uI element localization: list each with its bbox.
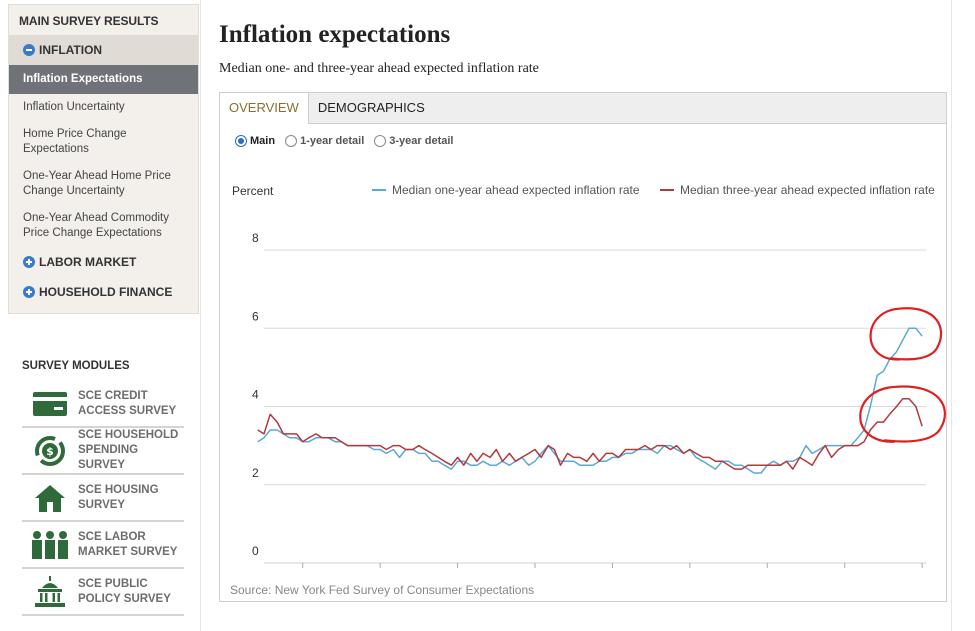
radio-label: 1-year detail: [300, 135, 365, 147]
x-tick-label: 2019: [678, 572, 702, 573]
three-year-annotation-circle: [859, 385, 946, 443]
nav-section-label: INFLATION: [39, 43, 103, 57]
radio-1-year-detail[interactable]: 1-year detail: [285, 135, 364, 147]
y-tick-label: 2: [252, 466, 259, 480]
x-tick-label: 2014: [290, 572, 314, 573]
legend-label: Median one-year ahead expected inflation…: [392, 183, 640, 197]
module-label: SCE PUBLIC POLICY SURVEY: [78, 577, 171, 605]
dollar-cycle-icon: $: [22, 431, 78, 471]
radio-indicator: [374, 135, 387, 147]
radio-indicator: [235, 135, 247, 147]
module-credit-access[interactable]: SCE CREDIT ACCESS SURVEY: [22, 381, 184, 428]
nav-section-labor-market[interactable]: LABOR MARKET: [9, 247, 198, 277]
page-title: Inflation expectations: [219, 21, 451, 48]
main-survey-nav: MAIN SURVEY RESULTS INFLATION Inflation …: [8, 4, 199, 314]
chart-legend: Median one-year ahead expected inflation…: [372, 183, 935, 197]
nav-section-inflation[interactable]: INFLATION: [9, 35, 198, 65]
nav-section-label: LABOR MARKET: [39, 255, 137, 269]
chart-panel: OVERVIEW DEMOGRAPHICS Main 1-year detail…: [219, 92, 947, 602]
credit-card-icon: [22, 384, 78, 424]
x-tick-label: 2017: [523, 572, 547, 573]
module-label: SCE HOUSEHOLD SPENDING SURVEY: [78, 429, 179, 471]
view-radio-group: Main 1-year detail 3-year detail: [235, 135, 453, 147]
y-tick-label: 0: [252, 544, 259, 558]
nav-header: MAIN SURVEY RESULTS: [19, 14, 159, 28]
x-tick-label: 2018: [600, 572, 624, 573]
legend-label: Median three-year ahead expected inflati…: [680, 183, 935, 197]
nav-item-home-price-change-expectations[interactable]: Home Price Change Expectations: [23, 128, 127, 155]
x-tick-label: 2016: [445, 572, 469, 573]
tab-overview[interactable]: OVERVIEW: [220, 93, 309, 124]
minus-circle-icon: [23, 44, 35, 56]
x-tick-label: 2020: [755, 572, 779, 573]
chart-lines: [257, 327, 923, 474]
one-year-annotation-circle: [869, 307, 943, 361]
workers-icon: [22, 525, 78, 565]
nav-item-inflation-uncertainty[interactable]: Inflation Uncertainty: [23, 101, 125, 113]
y-tick-label: 8: [252, 231, 259, 245]
plus-circle-icon: [23, 286, 35, 298]
nav-section-label: HOUSEHOLD FINANCE: [39, 285, 173, 299]
one-year-expectation-line: [257, 327, 923, 474]
nav-item-home-price-change-uncertainty[interactable]: One-Year Ahead Home Price Change Uncerta…: [23, 170, 171, 197]
chart-source: Source: New York Fed Survey of Consumer …: [230, 583, 535, 597]
module-label: SCE HOUSING SURVEY: [78, 483, 159, 511]
module-household-spending[interactable]: $ SCE HOUSEHOLD SPENDING SURVEY: [22, 428, 184, 475]
module-label: SCE LABOR MARKET SURVEY: [78, 530, 178, 558]
three-year-expectation-line: [257, 397, 923, 470]
nav-section-household-finance[interactable]: HOUSEHOLD FINANCE: [9, 277, 198, 307]
y-tick-label: 6: [252, 309, 259, 323]
main-content: Inflation expectations Median one- and t…: [200, 0, 952, 631]
x-tick-label: 2015: [368, 572, 392, 573]
chart-annotations: [859, 307, 946, 443]
module-label: SCE CREDIT ACCESS SURVEY: [78, 389, 177, 417]
chart-container: Percent Median one-year ahead expected i…: [220, 153, 946, 584]
tab-bar: OVERVIEW DEMOGRAPHICS: [220, 93, 946, 124]
svg-text:$: $: [46, 445, 54, 458]
nav-item-commodity-price-change-expectations[interactable]: One-Year Ahead Commodity Price Change Ex…: [23, 212, 169, 239]
x-tick-labels: 2014 2015 2016 2017 2018 2019 2020 2021 2022: [290, 563, 934, 584]
sidebar: MAIN SURVEY RESULTS INFLATION Inflation …: [8, 4, 199, 616]
radio-indicator: [285, 135, 298, 147]
inflation-expectations-chart: Percent Median one-year ahead expected i…: [232, 183, 946, 584]
module-housing[interactable]: SCE HOUSING SURVEY: [22, 475, 184, 522]
plus-circle-icon: [23, 256, 35, 268]
capitol-icon: [22, 572, 78, 612]
radio-3-year-detail[interactable]: 3-year detail: [374, 135, 453, 147]
house-icon: [22, 478, 78, 518]
chart-grid: [264, 249, 926, 564]
x-tick-label: 2021: [832, 572, 856, 573]
nav-item-inflation-expectations[interactable]: Inflation Expectations: [9, 65, 198, 94]
module-labor-market[interactable]: SCE LABOR MARKET SURVEY: [22, 522, 184, 569]
radio-label: Main: [250, 135, 276, 147]
radio-label: 3-year detail: [389, 135, 454, 147]
y-tick-labels: 0 2 4 6 8: [252, 231, 259, 558]
y-axis-label: Percent: [232, 184, 274, 198]
y-tick-label: 4: [252, 388, 259, 402]
tab-demographics[interactable]: DEMOGRAPHICS: [317, 100, 425, 115]
survey-modules-title: SURVEY MODULES: [22, 360, 130, 372]
x-tick-label: 2022: [910, 572, 934, 573]
module-public-policy[interactable]: SCE PUBLIC POLICY SURVEY: [22, 569, 184, 616]
page-subtitle: Median one- and three-year ahead expecte…: [219, 61, 539, 76]
radio-main[interactable]: Main: [235, 135, 275, 147]
